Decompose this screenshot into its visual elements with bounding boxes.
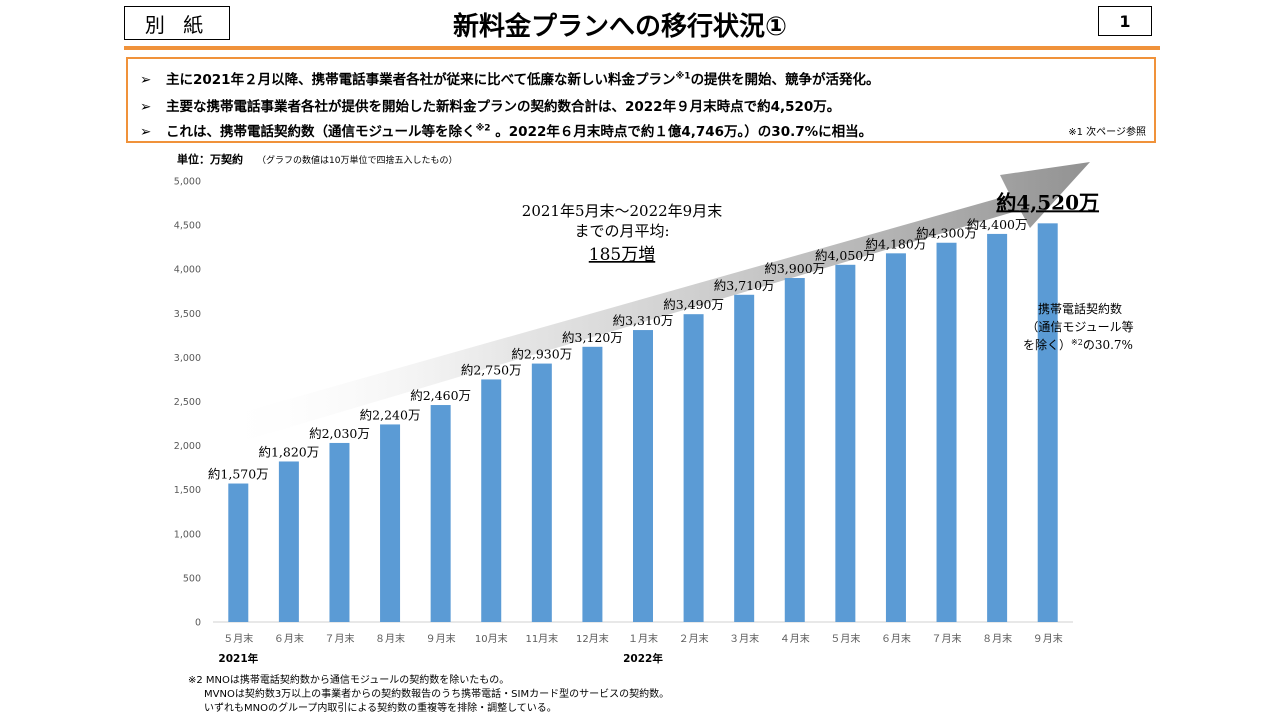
data-label: 約2,750万 xyxy=(461,362,522,377)
x-tick-label: ５月末 xyxy=(830,632,860,645)
x-tick-label: ５月末 xyxy=(223,632,253,645)
bullet-arrow-icon: ➢ xyxy=(140,99,152,115)
right-annotation-line2: （通信モジュール等 xyxy=(1026,320,1133,334)
x-tick-label: 12月末 xyxy=(576,632,609,645)
right-annotation-line1: 携帯電話契約数 xyxy=(1038,301,1122,316)
x-tick-label: ９月末 xyxy=(1033,632,1063,645)
data-label: 約2,240万 xyxy=(360,407,421,422)
x-tick-label: ６月末 xyxy=(881,632,911,645)
data-label: 約3,710万 xyxy=(714,278,775,293)
y-tick-label: 4,000 xyxy=(174,265,201,276)
data-label: 約2,030万 xyxy=(309,426,370,441)
title-underline xyxy=(124,46,1160,50)
x-tick-label: 10月末 xyxy=(475,632,508,645)
x-tick-label: ９月末 xyxy=(426,632,456,645)
x-tick-label: １月末 xyxy=(628,632,658,645)
y-tick-label: 4,500 xyxy=(174,221,201,232)
page-title: 新料金プランへの移行状況① xyxy=(452,12,787,42)
x-tick-label: ７月末 xyxy=(932,632,962,645)
data-label: 約3,900万 xyxy=(764,261,825,276)
bar xyxy=(784,278,805,622)
y-tick-label: 1,500 xyxy=(174,485,201,496)
footnote-3: いずれもMNOのグループ内取引による契約数の重複等を排除・調整している。 xyxy=(204,703,557,714)
arrow-annotation-line1: 2021年5月末〜2022年9月末 xyxy=(522,202,722,220)
trend-arrow xyxy=(215,162,1090,445)
unit-note: （グラフの数値は10万単位で四捨五入したもの） xyxy=(257,154,457,166)
x-tick-label: ６月末 xyxy=(274,632,304,645)
data-label: 約1,820万 xyxy=(258,444,319,459)
bullet-3: ➢ これは、携帯電話契約数（通信モジュール等を除く※2 。2022年６月末時点で約… xyxy=(140,123,873,141)
bullet-2: ➢ 主要な携帯電話事業者各社が提供を開始した新料金プランの契約数合計は、2022年… xyxy=(140,99,841,115)
bar xyxy=(481,379,502,622)
bar xyxy=(936,242,957,623)
data-label: 約4,300万 xyxy=(916,226,977,241)
data-label: 約4,520万 xyxy=(996,190,1099,214)
bar xyxy=(582,346,603,622)
bar xyxy=(380,424,401,622)
y-tick-label: 2,500 xyxy=(174,397,201,408)
page-number: 1 xyxy=(1098,6,1152,36)
x-tick-label: ８月末 xyxy=(982,632,1012,645)
x-tick-label: ４月末 xyxy=(780,632,810,645)
y-tick-label: 5,000 xyxy=(174,177,201,188)
bar xyxy=(987,233,1008,623)
bullet-1: ➢ 主に2021年２月以降、携帯電話事業者各社が従来に比べて低廉な新しい料金プラン… xyxy=(140,71,880,89)
bullet-arrow-icon: ➢ xyxy=(140,124,152,140)
right-annotation-line3: を除く）※2の30.7% xyxy=(1023,337,1133,352)
arrow-annotation-line3: 185万増 xyxy=(589,245,655,265)
y-tick-label: 1,000 xyxy=(174,529,201,540)
footnote-1: ※2 MNOは携帯電話契約数から通信モジュールの契約数を除いたもの。 xyxy=(188,675,510,686)
data-label: 約4,050万 xyxy=(815,248,876,263)
bar xyxy=(835,264,856,622)
year-label: 2022年 xyxy=(623,652,663,665)
bar xyxy=(278,461,299,622)
bullet-arrow-icon: ➢ xyxy=(140,72,152,88)
unit-label: 単位：万契約 xyxy=(177,152,243,166)
x-tick-label: ３月末 xyxy=(729,632,759,645)
data-label: 約2,930万 xyxy=(511,347,572,362)
data-label: 約3,120万 xyxy=(562,330,623,345)
y-tick-label: 500 xyxy=(183,573,201,584)
summary-box: ➢ 主に2021年２月以降、携帯電話事業者各社が従来に比べて低廉な新しい料金プラン… xyxy=(126,57,1156,143)
x-tick-label: 11月末 xyxy=(525,632,558,645)
bar xyxy=(683,314,704,622)
data-label: 約3,310万 xyxy=(613,313,674,328)
y-tick-label: 3,000 xyxy=(174,353,201,364)
bar xyxy=(734,294,755,622)
data-label: 約3,490万 xyxy=(663,297,724,312)
data-label: 約2,460万 xyxy=(410,388,471,403)
bar xyxy=(531,363,552,622)
x-tick-label: ７月末 xyxy=(324,632,354,645)
data-label: 約1,570万 xyxy=(208,467,269,482)
data-label: 約4,180万 xyxy=(866,236,927,251)
footnote-2: MVNOは契約数3万以上の事業者からの契約数報告のうち携帯電話・SIMカード型の… xyxy=(204,689,670,700)
y-tick-label: 0 xyxy=(195,618,201,629)
arrow-annotation-line2: までの月平均: xyxy=(574,222,669,240)
bar xyxy=(228,483,249,622)
x-tick-label: ２月末 xyxy=(679,632,709,645)
data-label: 約4,400万 xyxy=(967,217,1028,232)
bar xyxy=(329,442,350,622)
year-label: 2021年 xyxy=(218,652,258,665)
x-tick-label: ８月末 xyxy=(375,632,405,645)
bar xyxy=(1037,223,1058,622)
bar xyxy=(885,253,906,622)
bar xyxy=(430,405,451,622)
y-tick-label: 2,000 xyxy=(174,441,201,452)
y-tick-label: 3,500 xyxy=(174,309,201,320)
appendix-tag: 別 紙 xyxy=(124,6,230,40)
note-ref: ※1 次ページ参照 xyxy=(1068,127,1146,138)
bar xyxy=(633,330,653,622)
